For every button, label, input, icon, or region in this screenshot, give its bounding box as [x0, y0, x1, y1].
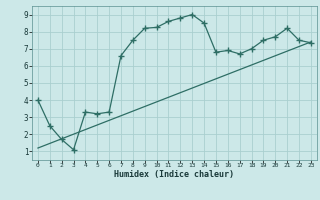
X-axis label: Humidex (Indice chaleur): Humidex (Indice chaleur): [115, 170, 234, 179]
